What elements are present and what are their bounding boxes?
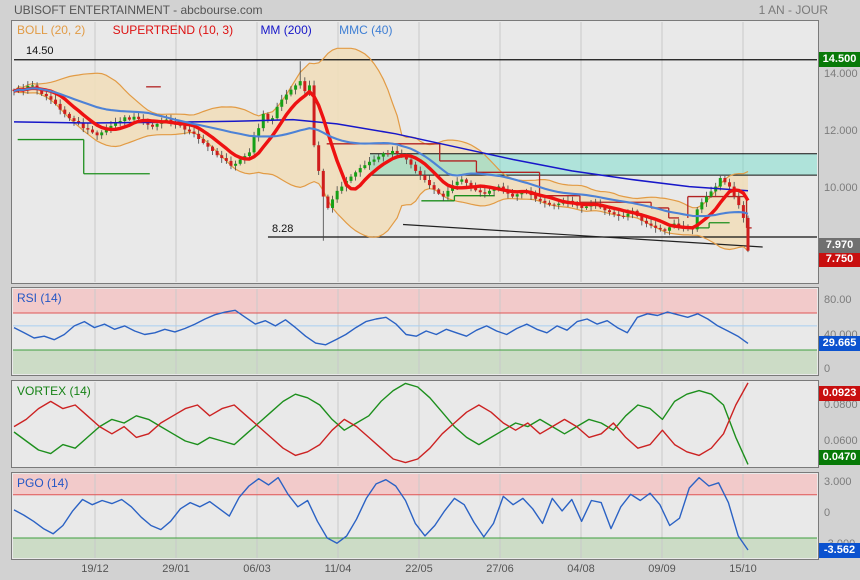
pgo-panel xyxy=(11,472,819,560)
rsi-axis-tick: 0 xyxy=(824,362,860,376)
indicator-legend: BOLL (20, 2) SUPERTREND (10, 3) MM (200)… xyxy=(17,23,416,37)
date-label: 15/10 xyxy=(720,563,766,575)
pgo-value-badge: -3.562 xyxy=(819,543,860,558)
main-axis-badge-high: 14.500 xyxy=(819,52,860,67)
date-label: 04/08 xyxy=(558,563,604,575)
legend-supertrend: SUPERTREND (10, 3) xyxy=(113,23,233,37)
legend-mmc40: MMC (40) xyxy=(339,23,392,37)
date-label: 29/01 xyxy=(153,563,199,575)
chart-title: UBISOFT ENTERTAINMENT - abcbourse.com xyxy=(14,3,263,17)
pgo-axis-tick: 0 xyxy=(824,506,860,520)
rsi-axis-tick: 80.00 xyxy=(824,293,860,307)
date-label: 09/09 xyxy=(639,563,685,575)
rsi-value-badge: 29.665 xyxy=(819,336,860,351)
main-axis-badge-low: 7.750 xyxy=(819,252,860,267)
main-axis-tick: 10.000 xyxy=(824,181,860,195)
date-label: 11/04 xyxy=(315,563,361,575)
date-label: 06/03 xyxy=(234,563,280,575)
vortex-panel xyxy=(11,380,819,468)
timeframe-label: 1 AN - JOUR xyxy=(759,3,828,17)
pgo-title: PGO (14) xyxy=(17,476,68,490)
support-label: 8.28 xyxy=(272,223,293,235)
pgo-axis-tick: 3.000 xyxy=(824,475,860,489)
vortex-chart-canvas[interactable] xyxy=(12,381,818,467)
vortex-title: VORTEX (14) xyxy=(17,384,91,398)
rsi-panel xyxy=(11,287,819,376)
price-chart-panel xyxy=(11,20,819,284)
price-chart-canvas[interactable] xyxy=(12,21,818,283)
main-axis-badge-last: 7.970 xyxy=(819,238,860,253)
date-label: 27/06 xyxy=(477,563,523,575)
vortex-value-badge: 0.0923 xyxy=(819,386,860,401)
rsi-chart-canvas[interactable] xyxy=(12,288,818,375)
vortex-value-badge: 0.0470 xyxy=(819,450,860,465)
main-axis-tick: 12.000 xyxy=(824,124,860,138)
date-label: 22/05 xyxy=(396,563,442,575)
main-axis-tick: 14.000 xyxy=(824,67,860,81)
legend-boll: BOLL (20, 2) xyxy=(17,23,85,37)
resistance-label: 14.50 xyxy=(26,45,54,57)
rsi-title: RSI (14) xyxy=(17,291,62,305)
pgo-chart-canvas[interactable] xyxy=(12,473,818,559)
vortex-axis-tick: 0.0600 xyxy=(824,434,860,448)
date-label: 19/12 xyxy=(72,563,118,575)
legend-mm200: MM (200) xyxy=(260,23,311,37)
chart-page: UBISOFT ENTERTAINMENT - abcbourse.com 1 … xyxy=(0,0,860,580)
